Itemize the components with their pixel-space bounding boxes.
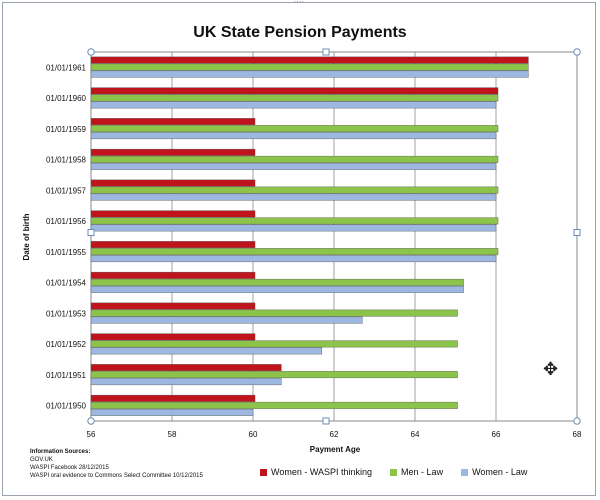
y-tick-label: 01/01/1958 [46,156,87,165]
y-tick-label: 01/01/1961 [46,63,87,72]
move-cursor-icon: ✥ [543,359,559,380]
bar-women-waspi-thinking[interactable] [90,271,256,279]
x-tick-label: 56 [87,430,96,439]
chart-legend: Women - WASPI thinking Men - Law Women -… [260,467,527,477]
bar-women-waspi-thinking[interactable] [90,179,256,187]
x-tick-label: 64 [411,430,420,439]
y-tick-label: 01/01/1955 [46,248,87,257]
x-tick-label: 66 [492,430,501,439]
y-tick-label: 01/01/1954 [46,279,87,288]
bar-women-law[interactable] [90,316,363,324]
bar-women-waspi-thinking[interactable] [90,210,256,218]
x-tick-label: 62 [330,430,339,439]
legend-swatch [390,468,398,476]
y-tick-label: 01/01/1952 [46,340,87,349]
bar-men-law[interactable] [90,278,464,286]
resize-grip-icon[interactable]: ···· [293,0,305,6]
bar-women-law[interactable] [90,224,497,232]
resize-handle[interactable] [573,417,581,425]
bar-women-law[interactable] [90,101,497,109]
y-tick-label: 01/01/1956 [46,217,87,226]
bar-men-law[interactable] [90,94,499,102]
bar-women-law[interactable] [90,255,497,263]
y-axis-label: Date of birth [22,213,31,260]
y-tick-label: 01/01/1957 [46,186,87,195]
bar-women-waspi-thinking[interactable] [90,148,256,156]
bar-women-waspi-thinking[interactable] [90,56,529,64]
legend-label: Men - Law [401,467,444,477]
sources-heading: Information Sources: [30,449,91,455]
y-tick-label: 01/01/1953 [46,309,87,318]
bar-men-law[interactable] [90,63,529,71]
bar-women-law[interactable] [90,162,497,170]
plot-area[interactable]: 56 58 60 62 64 66 68 01/01/1950 01/01/1951 01/01/… [46,48,582,439]
bar-men-law[interactable] [90,309,458,317]
y-tick-label: 01/01/1960 [46,94,87,103]
resize-handle[interactable] [573,229,581,236]
bar-women-law[interactable] [90,347,323,355]
bar-women-law[interactable] [90,193,497,201]
y-tick-label: 01/01/1959 [46,125,87,134]
bar-women-law[interactable] [90,132,497,140]
bar-women-waspi-thinking[interactable] [90,394,256,402]
bar-women-waspi-thinking[interactable] [90,364,282,372]
x-tick-label: 60 [249,430,258,439]
resize-handle[interactable] [87,229,95,236]
legend-item-women-law: Women - Law [461,467,527,477]
source-line: WASPI Facebook 28/12/2015 [30,465,109,471]
chart-title: UK State Pension Payments [193,24,407,41]
information-sources: Information Sources: GOV.UK WASPI Facebo… [30,448,203,480]
legend-item-men-law: Men - Law [390,467,443,477]
bar-men-law[interactable] [90,340,458,348]
bar-men-law[interactable] [90,248,499,256]
bar-women-law[interactable] [90,70,529,78]
bar-women-waspi-thinking[interactable] [90,333,256,341]
bar-men-law[interactable] [90,401,458,409]
x-tick-label: 58 [168,430,177,439]
source-line: WASPI oral evidence to Commons Select Co… [30,473,203,479]
resize-handle[interactable] [87,48,95,56]
legend-label: Women - WASPI thinking [271,467,373,477]
resize-handle[interactable] [87,417,95,425]
bar-women-law[interactable] [90,378,282,386]
bar-men-law[interactable] [90,217,499,225]
resize-handle[interactable] [573,48,581,56]
bar-men-law[interactable] [90,125,499,133]
bar-women-law[interactable] [90,285,464,293]
y-tick-label: 01/01/1951 [46,371,87,380]
bar-men-law[interactable] [90,186,499,194]
legend-item-women-waspi: Women - WASPI thinking [260,467,372,477]
bar-men-law[interactable] [90,155,499,163]
legend-label: Women - Law [472,467,528,477]
x-tick-label: 68 [573,430,582,439]
bar-women-waspi-thinking[interactable] [90,241,256,249]
bar-men-law[interactable] [90,371,458,379]
bar-women-law[interactable] [90,408,254,416]
legend-swatch [260,468,267,476]
resize-handle[interactable] [322,48,330,56]
legend-swatch [461,468,469,476]
x-axis-label: Payment Age [310,445,361,454]
source-line: GOV.UK [30,457,53,463]
y-tick-label: 01/01/1950 [46,402,87,411]
bar-women-waspi-thinking[interactable] [90,302,256,310]
resize-handle[interactable] [322,417,330,425]
bar-women-waspi-thinking[interactable] [90,118,256,126]
bar-women-waspi-thinking[interactable] [90,87,499,95]
